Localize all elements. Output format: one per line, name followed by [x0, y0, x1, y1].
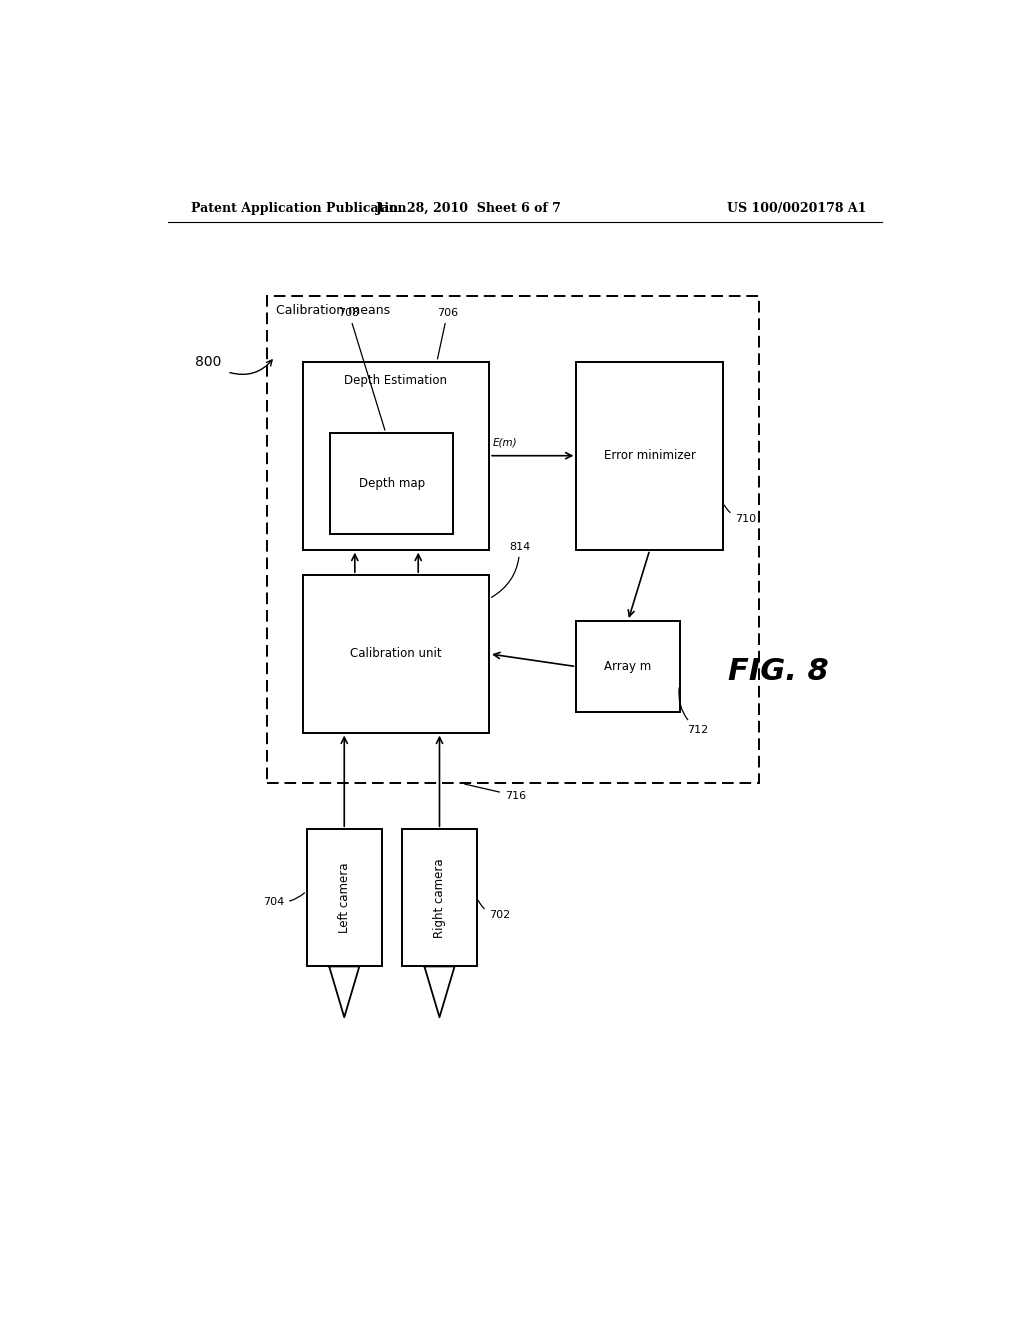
Text: 800: 800 — [196, 355, 222, 368]
Text: 710: 710 — [724, 506, 757, 524]
Text: Calibration means: Calibration means — [276, 304, 390, 317]
Text: 708: 708 — [338, 308, 385, 430]
Text: US 100/0020178 A1: US 100/0020178 A1 — [727, 202, 866, 215]
Bar — [306, 829, 382, 966]
Text: FIG. 8: FIG. 8 — [728, 657, 829, 686]
Text: Array m: Array m — [604, 660, 651, 673]
Text: Right camera: Right camera — [433, 858, 446, 937]
Bar — [401, 829, 477, 966]
Bar — [267, 296, 759, 784]
Text: Calibration unit: Calibration unit — [350, 647, 441, 660]
Text: Depth Estimation: Depth Estimation — [344, 374, 447, 387]
Text: 706: 706 — [437, 308, 458, 359]
Bar — [577, 620, 680, 713]
Text: 814: 814 — [492, 541, 530, 598]
Bar — [577, 362, 723, 549]
Bar — [303, 362, 489, 549]
Text: 712: 712 — [679, 688, 709, 735]
Text: Left camera: Left camera — [338, 862, 351, 933]
Text: Patent Application Publication: Patent Application Publication — [191, 202, 407, 215]
Text: 702: 702 — [478, 900, 510, 920]
Bar — [303, 576, 489, 733]
Text: E(m): E(m) — [494, 437, 518, 447]
Text: Jan. 28, 2010  Sheet 6 of 7: Jan. 28, 2010 Sheet 6 of 7 — [376, 202, 562, 215]
Bar — [331, 433, 454, 535]
Text: Depth map: Depth map — [358, 477, 425, 490]
Text: 704: 704 — [263, 892, 304, 907]
Text: Error minimizer: Error minimizer — [604, 449, 695, 462]
Text: 716: 716 — [465, 784, 526, 801]
